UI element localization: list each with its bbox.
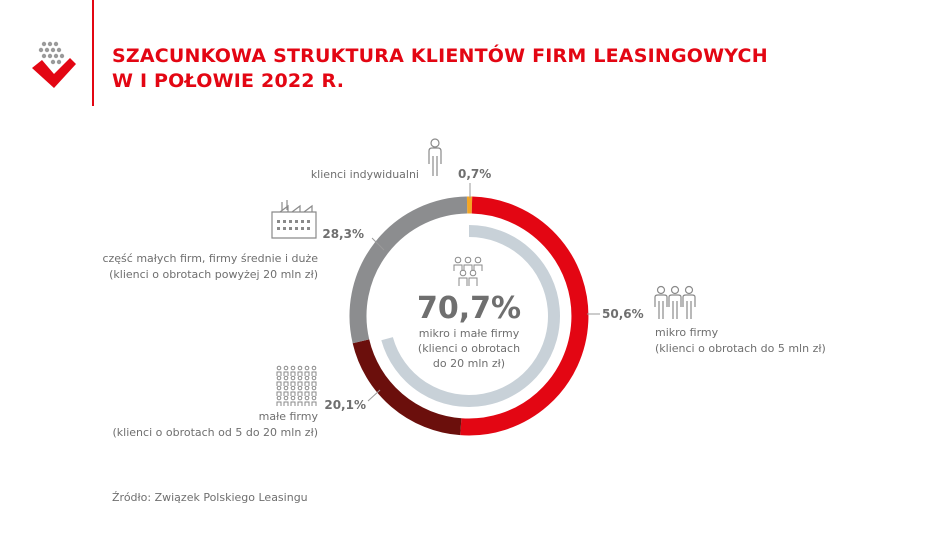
crowd-person-head bbox=[290, 365, 296, 371]
crowd-person-head bbox=[290, 375, 296, 381]
pct-label-large: 28,3% bbox=[322, 227, 364, 241]
crowd-person-head bbox=[311, 365, 317, 371]
category-label-micro: mikro firmy bbox=[655, 326, 719, 339]
group-icon bbox=[654, 285, 696, 319]
donut-slice-micro bbox=[460, 196, 589, 436]
pct-label-individual: 0,7% bbox=[458, 167, 491, 181]
crowd-person-body bbox=[283, 391, 289, 396]
crowd-icon bbox=[276, 365, 317, 406]
crowd-person-body bbox=[276, 371, 282, 376]
crowd-person-body bbox=[304, 371, 310, 376]
crowd-person-head bbox=[311, 395, 317, 401]
page-title: SZACUNKOWA STRUKTURA KLIENTÓW FIRM LEASI… bbox=[112, 44, 768, 94]
crowd-person-body bbox=[290, 391, 296, 396]
crowd-person-head bbox=[290, 385, 296, 391]
people-icon bbox=[453, 256, 483, 286]
crowd-person-body bbox=[276, 381, 282, 386]
crowd-person-body bbox=[283, 381, 289, 386]
pct-label-micro: 50,6% bbox=[602, 307, 644, 321]
crowd-person-body bbox=[283, 401, 289, 406]
crowd-person-head bbox=[283, 385, 289, 391]
category-sublabel-small: (klienci o obrotach od 5 do 20 mln zł) bbox=[113, 426, 318, 439]
crowd-person-body bbox=[311, 381, 317, 386]
source-note: Źródło: Związek Polskiego Leasingu bbox=[112, 491, 308, 504]
crowd-person-head bbox=[311, 385, 317, 391]
crowd-person-body bbox=[297, 401, 303, 406]
pct-label-small: 20,1% bbox=[324, 398, 366, 412]
crowd-person-head bbox=[304, 385, 310, 391]
crowd-person-body bbox=[311, 401, 317, 406]
category-sublabel-micro: (klienci o obrotach do 5 mln zł) bbox=[655, 342, 826, 355]
category-label-small: małe firmy bbox=[259, 410, 319, 423]
crowd-person-body bbox=[297, 371, 303, 376]
header-divider bbox=[92, 0, 94, 106]
center-label-line-2: (klienci o obrotach bbox=[418, 342, 520, 355]
crowd-person-head bbox=[276, 395, 282, 401]
crowd-person-body bbox=[297, 381, 303, 386]
crowd-person-head bbox=[276, 385, 282, 391]
category-label-large: część małych firm, firmy średnie i duże bbox=[102, 252, 318, 265]
crowd-person-head bbox=[283, 365, 289, 371]
title-line-2: W I POŁOWIE 2022 R. bbox=[112, 70, 345, 92]
category-label-individual: klienci indywidualni bbox=[311, 168, 419, 181]
crowd-person-head bbox=[290, 395, 296, 401]
category-sublabel-large: (klienci o obrotach powyżej 20 mln zł) bbox=[109, 268, 318, 281]
crowd-person-head bbox=[304, 375, 310, 381]
leader-lines bbox=[367, 183, 600, 402]
crowd-person-body bbox=[276, 391, 282, 396]
crowd-person-head bbox=[304, 365, 310, 371]
crowd-person-head bbox=[283, 375, 289, 381]
crowd-person-head bbox=[304, 395, 310, 401]
company-logo-icon bbox=[32, 41, 76, 88]
crowd-person-body bbox=[304, 391, 310, 396]
crowd-person-head bbox=[276, 375, 282, 381]
crowd-person-head bbox=[283, 395, 289, 401]
person-icon bbox=[428, 138, 442, 176]
crowd-person-body bbox=[297, 391, 303, 396]
title-line-1: SZACUNKOWA STRUKTURA KLIENTÓW FIRM LEASI… bbox=[112, 45, 768, 67]
crowd-person-body bbox=[311, 371, 317, 376]
factory-icon bbox=[271, 200, 317, 239]
leader-line-large bbox=[371, 237, 385, 251]
crowd-person-head bbox=[311, 375, 317, 381]
crowd-person-head bbox=[297, 385, 303, 391]
donut-slice-small bbox=[352, 339, 462, 436]
crowd-person-body bbox=[304, 401, 310, 406]
inner-ring bbox=[381, 225, 560, 407]
crowd-person-body bbox=[311, 391, 317, 396]
crowd-person-head bbox=[297, 365, 303, 371]
crowd-person-body bbox=[290, 381, 296, 386]
crowd-person-body bbox=[283, 371, 289, 376]
leader-line-small bbox=[367, 389, 381, 402]
crowd-person-body bbox=[304, 381, 310, 386]
crowd-person-body bbox=[290, 401, 296, 406]
center-value: 70,7% bbox=[417, 291, 521, 326]
crowd-person-head bbox=[297, 375, 303, 381]
crowd-person-head bbox=[297, 395, 303, 401]
crowd-person-body bbox=[276, 401, 282, 406]
center-label-line-1: mikro i małe firmy bbox=[419, 327, 520, 340]
center-label-line-3: do 20 mln zł) bbox=[433, 357, 505, 370]
crowd-person-body bbox=[290, 371, 296, 376]
crowd-person-head bbox=[276, 365, 282, 371]
inner-ring-arc bbox=[381, 225, 560, 407]
